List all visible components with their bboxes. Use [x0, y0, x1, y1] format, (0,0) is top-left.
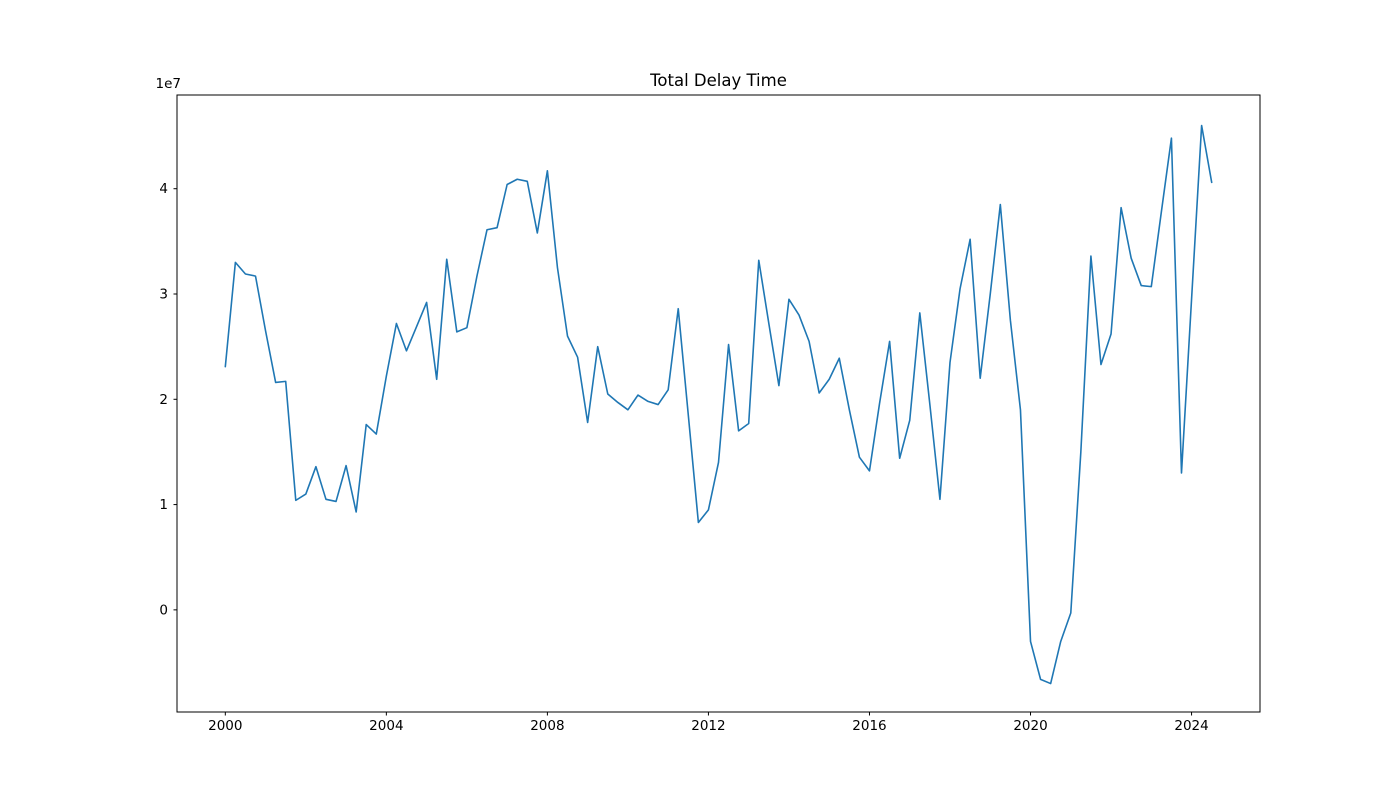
- chart-title: Total Delay Time: [650, 71, 787, 90]
- x-tick-label: 2004: [369, 718, 403, 734]
- y-axis-offset-label: 1e7: [155, 76, 181, 92]
- x-tick-label: 2000: [208, 718, 242, 734]
- y-tick-label: 2: [159, 392, 168, 408]
- axes-spines: [176, 94, 1261, 713]
- x-tick-label: 2012: [691, 718, 725, 734]
- y-tick-label: 4: [159, 181, 168, 197]
- data-series-line: [224, 124, 1213, 685]
- y-tick-label: 1: [159, 497, 168, 513]
- x-tick-label: 2020: [1013, 718, 1047, 734]
- x-tick-label: 2008: [530, 718, 564, 734]
- x-tick-label: 2016: [852, 718, 886, 734]
- x-tick-label: 2024: [1174, 718, 1208, 734]
- y-tick-label: 0: [159, 602, 168, 618]
- y-tick-label: 3: [159, 286, 168, 302]
